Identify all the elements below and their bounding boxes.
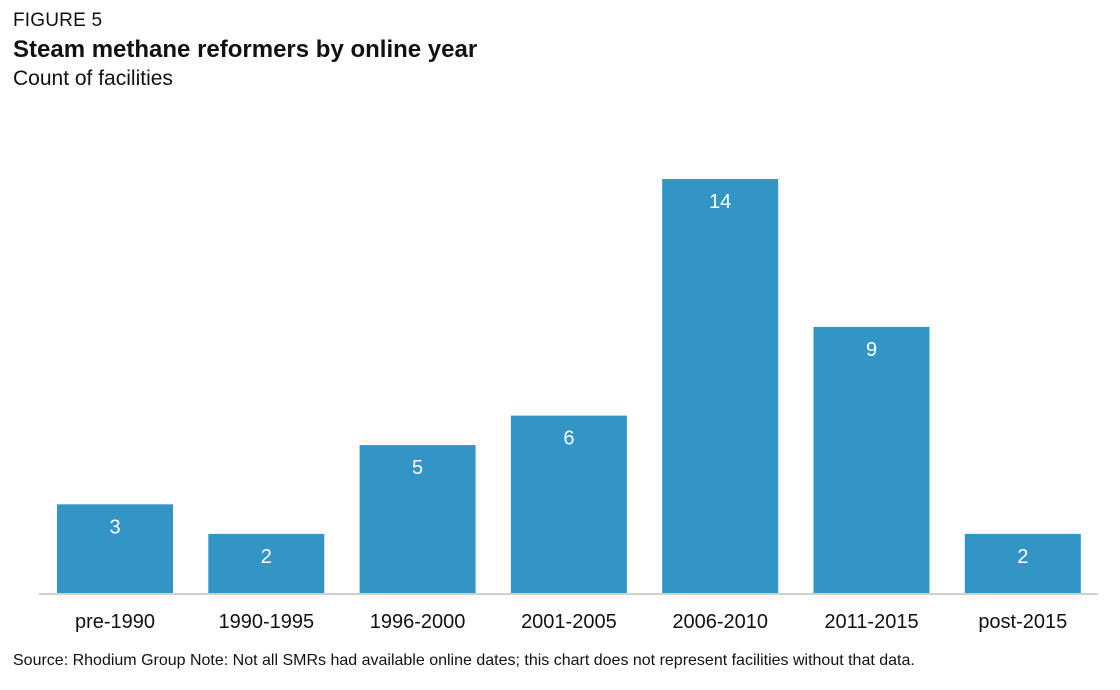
bar-value-label: 2 <box>1017 546 1028 568</box>
x-axis-tick-labels: pre-1990 1990-1995 1996-2000 2001-2005 2006-… <box>75 611 1067 633</box>
x-tick-label: 2006-2010 <box>672 611 768 633</box>
source-note: Source: Rhodium Group Note: Not all SMRs… <box>13 652 915 669</box>
bar-post-2015 <box>964 533 1081 593</box>
bar-value-label: 3 <box>109 516 120 538</box>
x-tick-label: pre-1990 <box>75 611 155 633</box>
bar-2011-2015 <box>813 326 930 593</box>
x-tick-label: 1996-2000 <box>370 611 466 633</box>
figure-label: FIGURE 5 <box>13 10 103 31</box>
chart-title: Steam methane reformers by online year <box>13 36 478 63</box>
bar-pre-1990 <box>57 504 173 593</box>
x-tick-label: 2011-2015 <box>824 611 918 633</box>
bars-group: 3 2 5 6 14 9 2 <box>57 179 1081 593</box>
bar-value-label: 14 <box>709 191 731 213</box>
x-tick-label: 2001-2005 <box>521 611 617 633</box>
bar-2006-2010 <box>662 179 779 593</box>
bar-value-label: 6 <box>563 428 574 450</box>
x-tick-label: post-2015 <box>978 611 1067 633</box>
chart-subtitle: Count of facilities <box>13 67 173 90</box>
bar-value-label: 5 <box>412 457 423 479</box>
x-tick-label: 1990-1995 <box>218 611 314 633</box>
bar-2001-2005 <box>510 415 627 593</box>
bar-1990-1995 <box>208 533 325 593</box>
bar-value-label: 9 <box>866 339 877 361</box>
bar-1996-2000 <box>359 445 476 593</box>
bar-value-label: 2 <box>261 546 272 568</box>
